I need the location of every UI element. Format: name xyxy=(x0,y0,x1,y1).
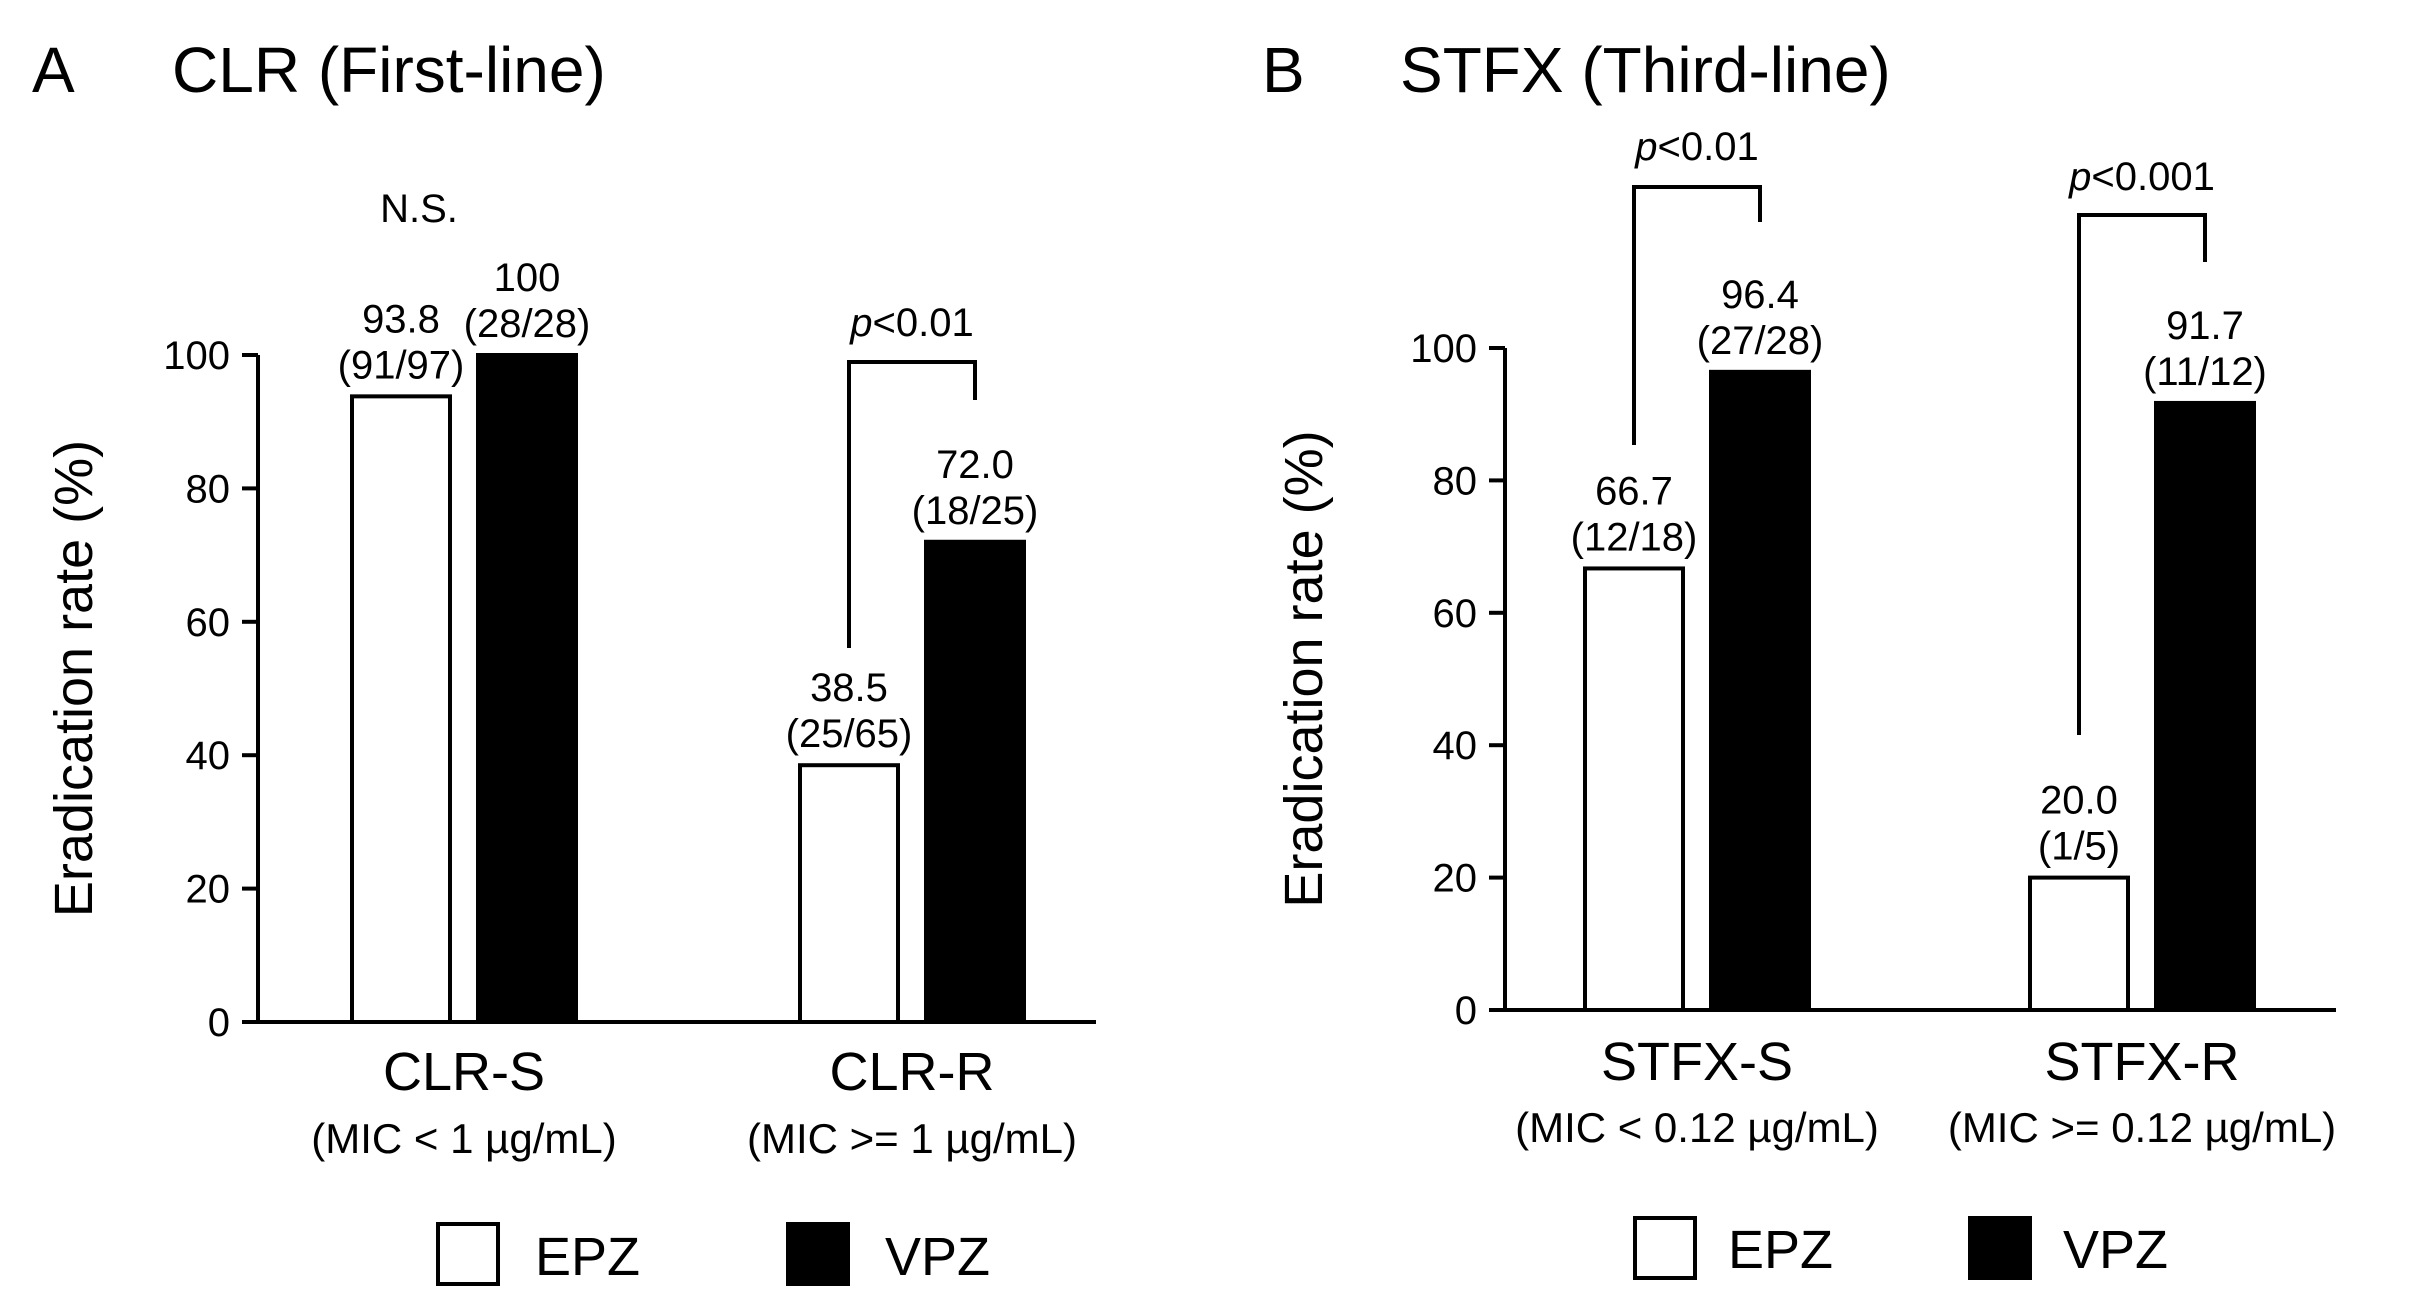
data-label-fraction: (1/5) xyxy=(2038,825,2120,869)
y-tick-label: 20 xyxy=(1433,857,1478,901)
data-label-fraction: (28/28) xyxy=(464,302,591,346)
y-tick-label: 80 xyxy=(186,467,231,511)
data-label-value: 100 xyxy=(494,256,561,300)
panel-a: A CLR (First-line) 0 20 40 60 80 100 Eradication… xyxy=(32,34,1096,1287)
x-category-label: STFX-S xyxy=(1601,1032,1793,1092)
y-tick-label: 60 xyxy=(1433,592,1478,636)
panel-title: STFX (Third-line) xyxy=(1400,34,1891,106)
data-label-fraction: (25/65) xyxy=(786,712,913,756)
bar-vpz-stfx-s xyxy=(1709,369,1811,1013)
legend-label-vpz: VPZ xyxy=(885,1227,990,1287)
y-axis-label: Eradication rate (%) xyxy=(44,440,104,917)
y-tick-label: 20 xyxy=(186,868,231,912)
x-category-sublabel: (MIC >= 1 µg/mL) xyxy=(747,1115,1077,1162)
significance-label: p<0.01 xyxy=(1634,125,1758,169)
y-tick-label: 80 xyxy=(1433,459,1478,503)
bar-vpz-clr-r xyxy=(924,539,1026,1024)
y-tick-label: 0 xyxy=(208,1001,230,1045)
significance-bracket xyxy=(2077,213,2207,735)
data-label-fraction: (91/97) xyxy=(338,343,465,387)
significance-label: N.S. xyxy=(380,187,458,231)
bar-epz-clr-s xyxy=(350,394,452,1024)
x-category-label: STFX-R xyxy=(2045,1032,2240,1092)
legend-swatch-epz xyxy=(436,1222,500,1286)
data-label-fraction: (11/12) xyxy=(2143,350,2267,394)
y-tick-label: 100 xyxy=(163,334,230,378)
x-category-sublabel: (MIC >= 0.12 µg/mL) xyxy=(1948,1104,2336,1151)
panel-letter: B xyxy=(1262,34,1305,106)
data-label-value: 72.0 xyxy=(936,443,1014,487)
legend-swatch-epz xyxy=(1633,1216,1697,1280)
significance-label: p<0.001 xyxy=(2068,155,2215,199)
data-label-fraction: (27/28) xyxy=(1697,319,1824,363)
y-tick-label: 0 xyxy=(1455,989,1477,1033)
significance-bracket xyxy=(847,360,977,648)
significance-bracket xyxy=(1632,185,1762,445)
data-label-fraction: (12/18) xyxy=(1571,515,1698,559)
y-tick-label: 60 xyxy=(186,601,231,645)
bar-vpz-clr-s xyxy=(476,353,578,1024)
legend-swatch-vpz xyxy=(1968,1216,2032,1280)
bar-epz-clr-r xyxy=(798,763,900,1025)
x-category-sublabel: (MIC < 0.12 µg/mL) xyxy=(1515,1104,1879,1151)
bar-epz-stfx-s xyxy=(1583,566,1685,1012)
bar-vpz-stfx-r xyxy=(2154,400,2256,1013)
bar-epz-stfx-r xyxy=(2028,875,2130,1012)
x-category-label: CLR-R xyxy=(829,1042,994,1102)
panel-title: CLR (First-line) xyxy=(172,34,606,106)
data-label-fraction: (18/25) xyxy=(912,489,1039,533)
significance-label: p<0.01 xyxy=(849,301,973,345)
y-tick-label: 40 xyxy=(1433,724,1478,768)
legend-label-epz: EPZ xyxy=(1728,1220,1833,1280)
data-label-value: 20.0 xyxy=(2040,779,2118,823)
y-tick-label: 100 xyxy=(1410,327,1477,371)
legend-label-epz: EPZ xyxy=(535,1227,640,1287)
data-label-value: 66.7 xyxy=(1595,469,1673,513)
y-axis-label: Eradication rate (%) xyxy=(1274,430,1334,907)
x-category-label: CLR-S xyxy=(383,1042,545,1102)
y-tick-label: 40 xyxy=(186,734,231,778)
data-label-value: 91.7 xyxy=(2166,304,2244,348)
panel-letter: A xyxy=(32,34,75,106)
data-label-value: 96.4 xyxy=(1721,273,1799,317)
data-label-value: 93.8 xyxy=(362,297,440,341)
legend-swatch-vpz xyxy=(786,1222,850,1286)
data-label-value: 38.5 xyxy=(810,666,888,710)
legend-label-vpz: VPZ xyxy=(2063,1220,2168,1280)
panel-b: B STFX (Third-line) 0 20 40 60 80 100 Eradicatio… xyxy=(1262,34,2336,1280)
x-category-sublabel: (MIC < 1 µg/mL) xyxy=(311,1115,616,1162)
